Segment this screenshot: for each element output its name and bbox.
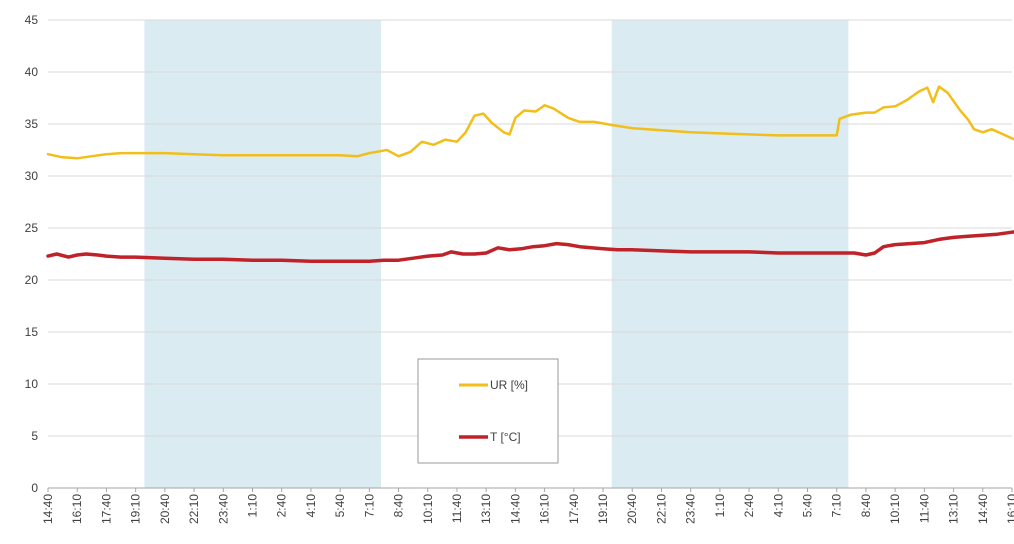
y-tick-label: 40	[25, 65, 39, 79]
x-tick-label: 2:40	[275, 494, 289, 518]
legend: UR [%] T [°C]	[417, 358, 559, 464]
x-tick-label: 8:40	[859, 494, 873, 518]
x-tick-label: 1:10	[713, 494, 727, 518]
x-tick-label: 2:40	[742, 494, 756, 518]
x-tick-label: 11:40	[450, 494, 464, 523]
x-tick-label: 20:40	[625, 494, 639, 524]
x-tick-label: 5:40	[333, 494, 347, 518]
x-tick-label: 11:40	[917, 494, 931, 523]
x-tick-label: 17:40	[567, 494, 581, 524]
y-tick-label: 5	[31, 429, 38, 443]
legend-label-ur: UR [%]	[490, 378, 528, 392]
x-tick-label: 19:10	[129, 494, 143, 524]
x-tick-label: 19:10	[596, 494, 610, 524]
x-tick-label: 14:40	[41, 494, 55, 524]
x-tick-label: 10:10	[421, 494, 435, 524]
x-axis-ticks: 14:40 16:10 17:40 19:10 20:40 22:10 23:40 1:10 2…	[41, 488, 1014, 524]
series-lines	[46, 85, 1014, 264]
x-tick-label: 7:10	[830, 494, 844, 518]
x-tick-label: 14:40	[508, 494, 522, 524]
x-tick-label: 22:10	[187, 494, 201, 524]
legend-box	[417, 358, 559, 464]
x-tick-label: 14:40	[976, 494, 990, 524]
y-axis-ticks: 0 5 10 15 20 25 30 35 40 45	[25, 13, 39, 495]
x-tick-label: 4:10	[771, 494, 785, 518]
y-tick-label: 20	[25, 273, 39, 287]
y-tick-label: 35	[25, 117, 39, 131]
series-line-ur	[46, 85, 1014, 160]
series-line-t	[46, 230, 1014, 264]
x-tick-label: 1:10	[245, 494, 259, 518]
y-tick-label: 15	[25, 325, 39, 339]
x-tick-label: 20:40	[158, 494, 172, 524]
x-tick-label: 10:10	[888, 494, 902, 524]
x-tick-label: 16:10	[538, 494, 552, 524]
y-tick-label: 45	[25, 13, 39, 27]
x-tick-label: 5:40	[801, 494, 815, 518]
x-tick-label: 16:10	[1005, 494, 1014, 524]
x-tick-label: 7:10	[362, 494, 376, 518]
x-tick-label: 23:40	[216, 494, 230, 524]
gridlines	[48, 19, 1012, 489]
x-tick-label: 13:10	[479, 494, 493, 524]
y-tick-label: 30	[25, 169, 39, 183]
x-tick-label: 22:10	[654, 494, 668, 524]
night-band	[144, 20, 382, 488]
x-tick-label: 4:10	[304, 494, 318, 518]
x-tick-label: 13:10	[947, 494, 961, 524]
x-tick-label: 23:40	[684, 494, 698, 524]
x-tick-label: 8:40	[392, 494, 406, 518]
legend-label-t: T [°C]	[490, 430, 521, 444]
y-tick-label: 10	[25, 377, 39, 391]
x-tick-label: 16:10	[70, 494, 84, 524]
y-tick-label: 25	[25, 221, 39, 235]
y-tick-label: 0	[31, 481, 38, 495]
x-tick-label: 17:40	[99, 494, 113, 524]
